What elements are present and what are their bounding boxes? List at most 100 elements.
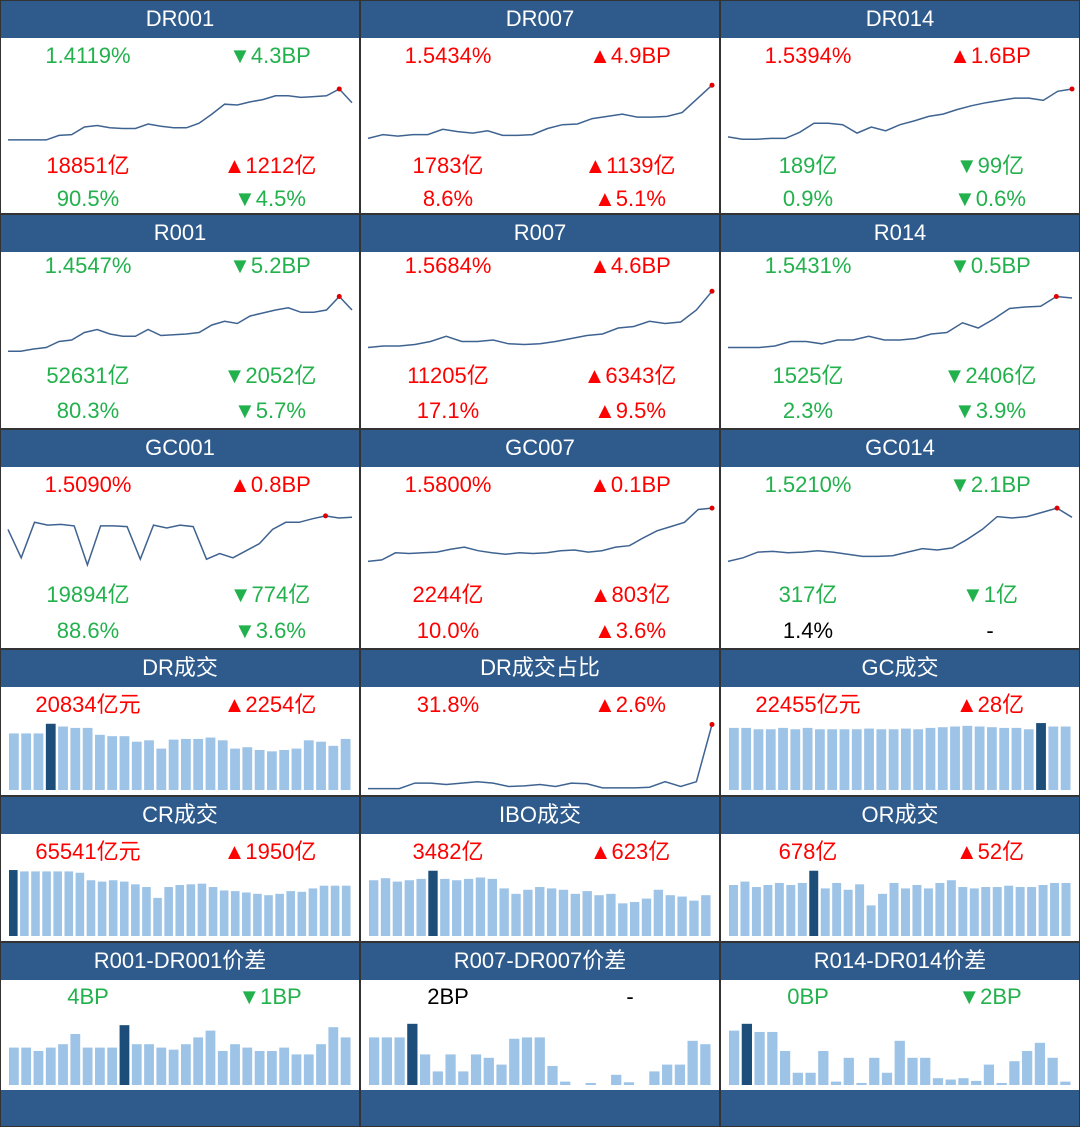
bar <box>741 727 752 790</box>
metric: 1.5434% <box>405 43 492 68</box>
metric: 31.8% <box>417 692 479 717</box>
panel-title: GC成交 <box>861 655 938 680</box>
bar <box>677 896 687 936</box>
bar <box>1004 885 1014 936</box>
panel-header <box>720 429 1080 467</box>
max-point <box>1054 505 1060 511</box>
metric: ▲9.5% <box>594 398 666 423</box>
bar <box>932 1078 944 1085</box>
bar <box>763 885 773 936</box>
max-point <box>1069 86 1075 92</box>
bar <box>958 1078 969 1085</box>
metric: ▲1950亿 <box>224 839 317 864</box>
panel-header <box>0 796 360 834</box>
bar <box>193 738 204 790</box>
panel-title: DR014 <box>866 6 934 31</box>
panel-border <box>360 0 720 214</box>
bar <box>279 749 290 790</box>
metric: ▲1139亿 <box>584 153 675 178</box>
panel-title: OR成交 <box>861 802 938 827</box>
metric: - <box>626 984 633 1009</box>
bar <box>452 880 462 936</box>
bar <box>999 727 1010 790</box>
panel-border <box>0 429 360 649</box>
metric: ▲1212亿 <box>224 153 317 178</box>
bar <box>792 1072 803 1085</box>
bar <box>219 890 229 936</box>
bar <box>509 1038 520 1085</box>
bar <box>303 740 314 790</box>
bar <box>328 1027 339 1085</box>
bar <box>521 1037 533 1085</box>
bar <box>611 1074 622 1085</box>
bar <box>230 1044 240 1085</box>
metric: 1.5431% <box>765 253 852 278</box>
max-point <box>709 288 715 294</box>
metric: ▲4.9BP <box>589 43 671 68</box>
bar <box>407 1023 418 1085</box>
metric: 1.5394% <box>765 43 852 68</box>
metric: ▼4.5% <box>234 186 306 211</box>
bar <box>217 740 228 790</box>
panel-footer <box>720 1090 1080 1127</box>
bar <box>144 1044 154 1085</box>
metric: ▼3.6% <box>234 618 306 643</box>
bar <box>254 749 265 790</box>
bar <box>662 1064 673 1085</box>
bar <box>1048 726 1059 790</box>
bar <box>1061 882 1071 936</box>
bar <box>330 885 340 936</box>
bar <box>369 880 379 936</box>
bar <box>440 878 450 936</box>
bar <box>901 888 910 936</box>
bar <box>341 885 351 936</box>
bar <box>805 1072 816 1085</box>
bar <box>33 1051 44 1085</box>
panel-header <box>720 649 1080 687</box>
bar <box>33 733 44 790</box>
metric: ▲5.1% <box>594 186 666 211</box>
panel-title: R014 <box>874 220 927 245</box>
metric: ▼1BP <box>238 984 301 1009</box>
bar <box>754 1031 765 1085</box>
bar <box>291 748 302 790</box>
metric: 2BP <box>427 984 469 1009</box>
metric: 19894亿 <box>46 582 129 607</box>
panel: GC001 1.5090% ▲0.8BP 19894亿 ▼774亿 88.6% ▼3.6% <box>0 429 360 649</box>
bar <box>701 895 711 936</box>
metric: 8.6% <box>423 186 473 211</box>
bar <box>839 729 850 790</box>
bar <box>937 727 948 790</box>
metric: ▲6343亿 <box>584 363 677 388</box>
bar <box>308 888 318 936</box>
bar <box>380 878 391 936</box>
bar <box>641 898 652 936</box>
metric: 317亿 <box>779 582 838 607</box>
bar <box>483 1057 494 1085</box>
bar <box>1036 723 1046 790</box>
bar <box>765 729 776 790</box>
bar <box>1011 727 1022 790</box>
sparkline <box>7 515 353 568</box>
bar <box>1023 729 1034 790</box>
bar <box>186 884 196 936</box>
bar <box>920 1057 931 1085</box>
bar <box>778 727 788 790</box>
bar <box>560 1081 571 1085</box>
metric: 189亿 <box>779 153 838 178</box>
bar <box>741 1023 752 1085</box>
bar <box>404 880 414 936</box>
bar <box>242 892 251 936</box>
bar <box>623 1082 635 1085</box>
bar <box>582 891 592 936</box>
metric: 17.1% <box>417 398 479 423</box>
bar <box>1027 887 1037 936</box>
bar <box>523 889 533 936</box>
panel: DR007 1.5434% ▲4.9BP 1783亿 ▲1139亿 8.6% ▲5.1% <box>360 0 720 214</box>
bar <box>945 1079 956 1085</box>
metric: 0BP <box>787 984 829 1009</box>
metric: ▼0.6% <box>954 186 1026 211</box>
bar <box>925 727 936 790</box>
